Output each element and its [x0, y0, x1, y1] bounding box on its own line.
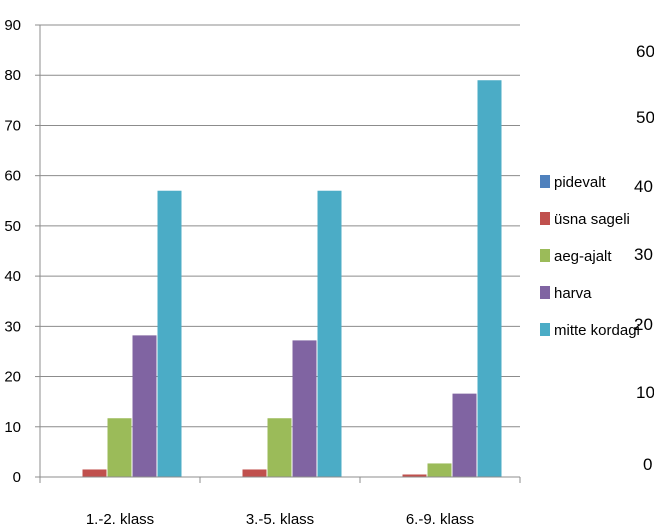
- legend-swatch-harva: [540, 286, 550, 299]
- y-tick-label: 10: [4, 419, 21, 436]
- y-tick-label: 60: [4, 168, 21, 185]
- second-chart-y-tick-label: 30: [634, 245, 653, 264]
- y-tick-label: 30: [4, 318, 21, 335]
- bar-mitte-kordagi-1: [317, 190, 342, 477]
- second-chart-y-tick-label: 0: [643, 455, 652, 474]
- x-tick-label: 3.-5. klass: [246, 511, 314, 528]
- bar-üsna-sageli-1: [242, 469, 267, 477]
- legend-swatch-mitte-kordagi: [540, 323, 550, 336]
- bar-mitte-kordagi-0: [157, 190, 182, 477]
- second-chart-y-axis-labels: 60 50 40 30 20 10 0: [634, 42, 654, 474]
- second-chart-y-tick-label: 40: [634, 177, 653, 196]
- bar-harva-2: [452, 393, 477, 477]
- x-tick-label: 1.-2. klass: [86, 511, 154, 528]
- bar-aeg-ajalt-0: [107, 418, 132, 477]
- axes: [39, 25, 521, 483]
- legend-label: harva: [554, 285, 592, 302]
- gridlines: [35, 24, 520, 478]
- x-tick-label: 6.-9. klass: [406, 511, 474, 528]
- bar-aeg-ajalt-2: [427, 463, 452, 477]
- legend-swatch-pidevalt: [540, 175, 550, 188]
- legend-label: üsna sageli: [554, 211, 630, 228]
- y-tick-labels: 0 10 20 30 40 50 60 70 80 90: [4, 17, 21, 486]
- bar-aeg-ajalt-1: [267, 418, 292, 477]
- y-tick-label: 40: [4, 268, 21, 285]
- legend-swatch-üsna-sageli: [540, 212, 550, 225]
- bars: [82, 80, 502, 477]
- second-chart-y-tick-label: 10: [636, 383, 654, 402]
- y-tick-label: 20: [4, 369, 21, 386]
- y-tick-label: 70: [4, 117, 21, 134]
- legend-label: pidevalt: [554, 174, 607, 191]
- y-tick-label: 0: [13, 469, 21, 486]
- y-tick-label: 80: [4, 67, 21, 84]
- x-tick-labels: 1.-2. klass 3.-5. klass 6.-9. klass: [86, 511, 474, 528]
- second-chart-y-tick-label: 50: [636, 108, 654, 127]
- y-tick-label: 90: [4, 17, 21, 34]
- bar-üsna-sageli-0: [82, 469, 107, 477]
- bar-harva-0: [132, 335, 157, 477]
- second-chart-y-tick-label: 20: [634, 315, 653, 334]
- legend-label: aeg-ajalt: [554, 248, 612, 265]
- legend-swatch-aeg-ajalt: [540, 249, 550, 262]
- legend-label: mitte kordagi: [554, 322, 640, 339]
- y-tick-label: 50: [4, 218, 21, 235]
- legend: pidevalt üsna sageli aeg-ajalt harva mitte k…: [540, 174, 640, 339]
- bar-üsna-sageli-2: [402, 474, 427, 477]
- bar-harva-1: [292, 340, 317, 477]
- second-chart-y-tick-label: 60: [636, 42, 654, 61]
- bar-mitte-kordagi-2: [477, 80, 502, 477]
